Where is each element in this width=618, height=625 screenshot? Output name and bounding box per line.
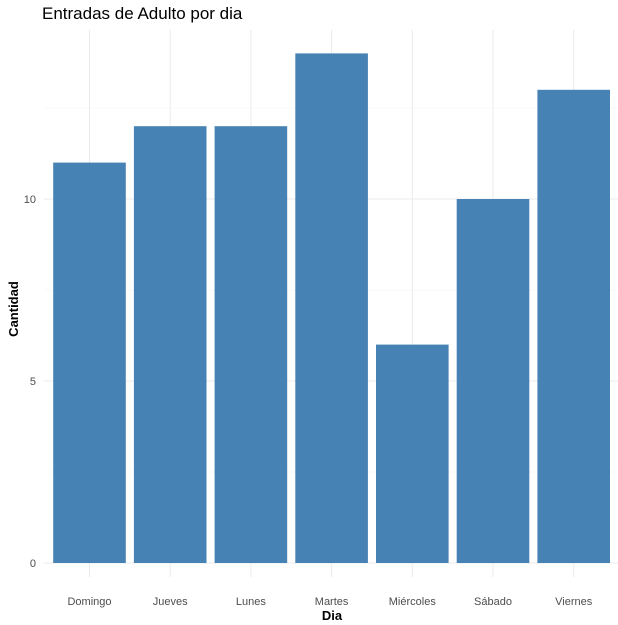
- bar-miércoles: [376, 344, 449, 563]
- x-axis-ticks: Domingo Jueves Lunes Martes Miércoles Sábado V…: [67, 596, 592, 608]
- y-axis-title: Cantidad: [6, 281, 21, 337]
- x-tick-label: Jueves: [153, 596, 188, 608]
- chart-title: Entradas de Adulto por dia: [42, 4, 243, 23]
- bar-jueves: [133, 126, 207, 563]
- bar-sábado: [456, 199, 530, 563]
- y-axis-ticks: 0 5 10: [24, 194, 36, 570]
- bars: [53, 53, 610, 564]
- x-tick-label: Viernes: [555, 596, 593, 608]
- x-tick-label: Domingo: [67, 596, 111, 608]
- x-axis-title: Dia: [322, 608, 343, 623]
- bar-lunes: [214, 126, 288, 563]
- y-tick-label: 10: [24, 194, 36, 206]
- bar-domingo: [53, 162, 126, 563]
- y-tick-label: 0: [30, 558, 36, 570]
- x-tick-label: Sábado: [474, 596, 512, 608]
- bar-martes: [295, 53, 368, 564]
- x-tick-label: Lunes: [236, 596, 266, 608]
- y-tick-label: 5: [30, 376, 36, 388]
- bar-viernes: [537, 89, 610, 564]
- x-tick-label: Miércoles: [389, 596, 437, 608]
- x-tick-label: Martes: [315, 596, 349, 608]
